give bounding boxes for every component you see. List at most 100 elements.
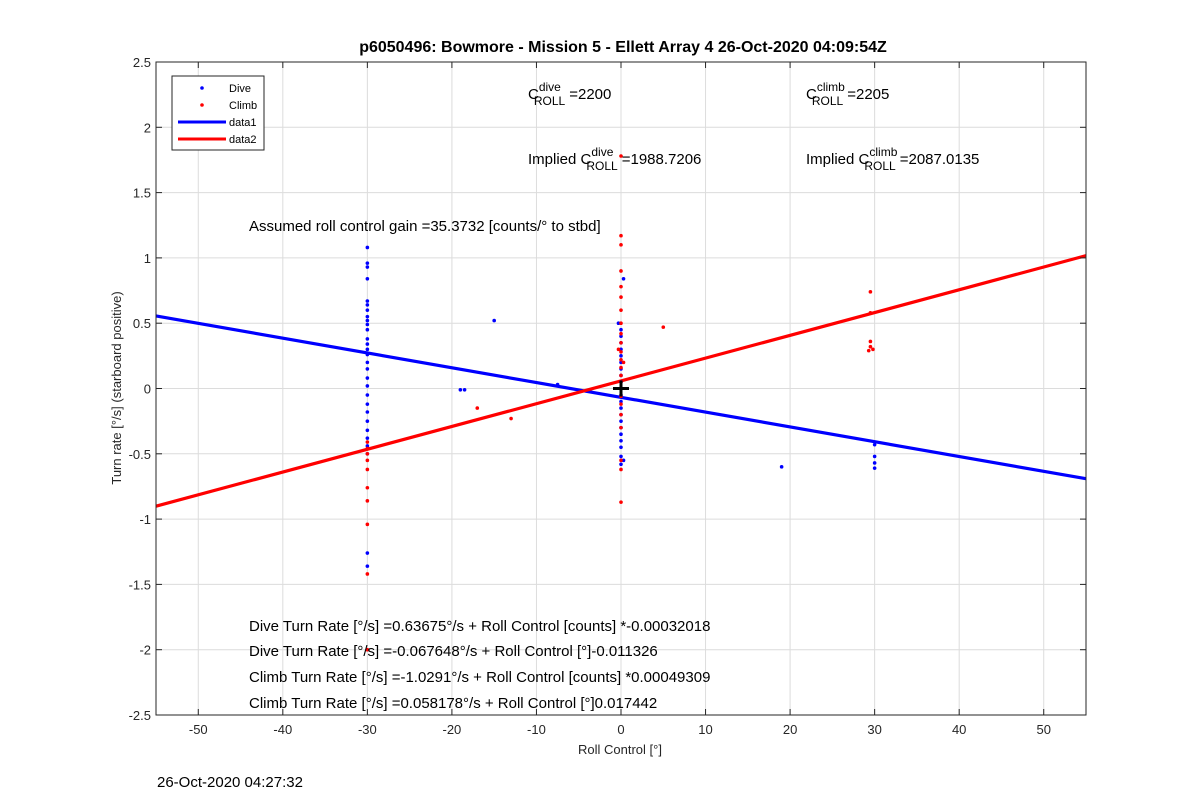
climb-point bbox=[868, 339, 873, 344]
dive-point bbox=[365, 564, 370, 568]
x-tick-label: -50 bbox=[189, 722, 208, 737]
dive-point bbox=[365, 347, 370, 352]
x-tick-label: 10 bbox=[698, 722, 712, 737]
climb-point bbox=[619, 233, 623, 238]
dive-point bbox=[621, 458, 626, 463]
dive-point bbox=[365, 384, 370, 388]
climb-point bbox=[619, 284, 623, 289]
climb-point bbox=[365, 572, 370, 576]
dive-point bbox=[365, 327, 370, 332]
climb-point bbox=[621, 360, 626, 365]
climb-point bbox=[619, 467, 623, 472]
y-tick-label: -2.5 bbox=[129, 708, 151, 723]
dive-point bbox=[619, 419, 623, 423]
y-tick-label: -1 bbox=[139, 512, 151, 527]
y-tick-label: 2.5 bbox=[133, 55, 151, 70]
dive-point bbox=[365, 551, 370, 555]
c-dive-label: Cdive ROLL =2200 bbox=[528, 80, 611, 108]
dive-point bbox=[779, 465, 784, 469]
climb-point bbox=[619, 243, 623, 247]
legend-dive-label: Dive bbox=[229, 83, 251, 95]
x-tick-label: 30 bbox=[867, 722, 881, 737]
dive-point bbox=[619, 360, 623, 365]
equation-dive-counts: Dive Turn Rate [°/s] =0.63675°/s + Roll … bbox=[249, 618, 710, 635]
x-tick-label: -20 bbox=[443, 722, 462, 737]
dive-point bbox=[872, 454, 877, 459]
dive-point bbox=[872, 461, 877, 465]
implied-c-climb-label: Implied Cclimb ROLL =2087.0135 bbox=[806, 145, 979, 173]
dive-point bbox=[365, 314, 370, 319]
x-tick-label: -40 bbox=[273, 722, 292, 737]
climb-point bbox=[619, 340, 623, 345]
climb-point bbox=[509, 416, 513, 421]
climb-point bbox=[619, 412, 623, 417]
climb-point bbox=[619, 402, 623, 406]
dive-point bbox=[365, 360, 370, 365]
climb-point bbox=[871, 347, 875, 352]
dive-point bbox=[619, 406, 623, 410]
y-tick-label: -2 bbox=[139, 643, 151, 658]
chart-title: p6050496: Bowmore - Mission 5 - Ellett A… bbox=[359, 39, 887, 56]
dive-point bbox=[365, 402, 370, 406]
y-tick-label: 1.5 bbox=[133, 186, 151, 201]
dive-point bbox=[365, 436, 370, 440]
climb-point bbox=[365, 446, 370, 451]
legend-dive-marker bbox=[200, 86, 204, 90]
climb-point bbox=[365, 485, 370, 490]
climb-point bbox=[619, 154, 623, 158]
dive-point bbox=[365, 299, 370, 303]
legend-climb-label: Climb bbox=[229, 100, 257, 112]
y-tick-label: 0 bbox=[144, 382, 151, 397]
climb-point bbox=[619, 373, 623, 378]
dive-point bbox=[365, 308, 370, 312]
climb-point bbox=[868, 310, 873, 315]
dive-point bbox=[619, 454, 623, 459]
y-tick-label: 0.5 bbox=[133, 316, 151, 331]
dive-point bbox=[365, 318, 370, 323]
climb-point bbox=[619, 365, 623, 370]
x-tick-label: -10 bbox=[527, 722, 546, 737]
dive-point bbox=[458, 388, 463, 392]
x-axis-label: Roll Control [°] bbox=[578, 742, 662, 757]
climb-point bbox=[475, 406, 480, 410]
dive-point bbox=[365, 393, 370, 397]
equation-climb-counts: Climb Turn Rate [°/s] =-1.0291°/s + Roll… bbox=[249, 669, 710, 686]
x-tick-label: 40 bbox=[952, 722, 966, 737]
roll-gain-label: Assumed roll control gain =35.3732 [coun… bbox=[249, 218, 601, 235]
dive-point bbox=[619, 445, 623, 450]
climb-point bbox=[365, 522, 370, 527]
dive-point bbox=[365, 419, 370, 423]
climb-point bbox=[619, 458, 623, 463]
dive-point bbox=[619, 334, 623, 339]
climb-point bbox=[365, 467, 370, 472]
climb-point bbox=[661, 325, 666, 329]
dive-point bbox=[365, 337, 370, 341]
x-tick-label: -30 bbox=[358, 722, 377, 737]
dive-point bbox=[365, 261, 370, 265]
y-tick-labels: -2.5 -2 -1.5 -1 -0.5 0 0.5 1 1.5 2 2.5 bbox=[129, 55, 1086, 723]
y-axis-label: Turn rate [°/s] (starboard positive) bbox=[109, 291, 124, 484]
climb-point bbox=[365, 452, 370, 456]
dive-point bbox=[365, 352, 370, 357]
y-tick-label: 2 bbox=[144, 120, 151, 135]
implied-c-dive-label: Implied Cdive ROLL =1988.7206 bbox=[528, 145, 701, 173]
y-tick-label: -0.5 bbox=[129, 447, 151, 462]
climb-point bbox=[868, 290, 873, 294]
climb-point bbox=[619, 357, 623, 362]
dive-point bbox=[462, 388, 467, 392]
dive-point bbox=[619, 432, 623, 437]
legend: Dive Climb data1 data2 bbox=[171, 75, 265, 151]
climb-point bbox=[619, 350, 623, 354]
climb-point bbox=[365, 499, 370, 503]
dive-point bbox=[365, 342, 370, 346]
dive-point bbox=[619, 462, 623, 467]
y-tick-label: -1.5 bbox=[129, 577, 151, 592]
equation-climb-degrees: Climb Turn Rate [°/s] =0.058178°/s + Rol… bbox=[249, 695, 657, 712]
climb-point bbox=[868, 344, 873, 349]
climb-point bbox=[866, 348, 871, 353]
dive-point bbox=[619, 438, 623, 443]
dive-point bbox=[365, 410, 370, 414]
climb-point bbox=[365, 458, 370, 463]
dive-point bbox=[365, 322, 370, 327]
